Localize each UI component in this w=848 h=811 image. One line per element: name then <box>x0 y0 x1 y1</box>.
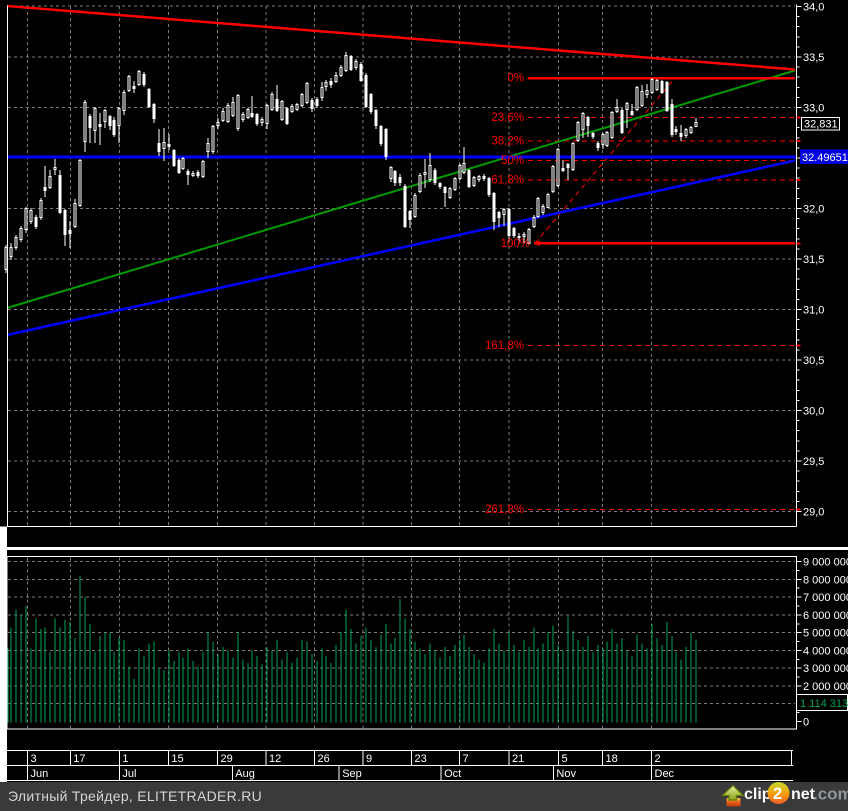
svg-text:Sep: Sep <box>342 768 362 780</box>
svg-text:29,0: 29,0 <box>803 507 824 519</box>
svg-text:29: 29 <box>221 753 233 765</box>
svg-text:15: 15 <box>171 753 183 765</box>
svg-text:1 114 313: 1 114 313 <box>800 698 848 710</box>
svg-text:34,0: 34,0 <box>803 2 824 14</box>
svg-text:100%: 100% <box>501 238 530 250</box>
svg-text:33,0: 33,0 <box>803 103 824 115</box>
svg-text:Jul: Jul <box>122 768 136 780</box>
svg-text:Dec: Dec <box>655 768 675 780</box>
svg-text:2: 2 <box>773 785 782 803</box>
svg-text:net: net <box>791 786 816 803</box>
svg-text:2: 2 <box>655 753 661 765</box>
svg-text:12: 12 <box>269 753 281 765</box>
svg-text:5: 5 <box>562 753 568 765</box>
svg-text:Aug: Aug <box>235 768 255 780</box>
svg-text:3: 3 <box>31 753 37 765</box>
svg-text:clip: clip <box>744 786 772 803</box>
svg-text:31,5: 31,5 <box>803 254 824 266</box>
svg-text:33,5: 33,5 <box>803 52 824 64</box>
svg-text:1: 1 <box>122 753 128 765</box>
svg-text:32,831: 32,831 <box>804 119 838 131</box>
svg-text:Oct: Oct <box>444 768 461 780</box>
svg-text:18: 18 <box>606 753 618 765</box>
svg-text:Элитный Трейдер, ELITETRADER.R: Элитный Трейдер, ELITETRADER.RU <box>8 788 262 804</box>
svg-text:32.49651: 32.49651 <box>802 152 848 164</box>
svg-text:3 000 000: 3 000 000 <box>803 663 848 675</box>
svg-text:17: 17 <box>73 753 85 765</box>
svg-text:Nov: Nov <box>556 768 576 780</box>
svg-text:50%: 50% <box>501 155 524 167</box>
svg-text:32,0: 32,0 <box>803 204 824 216</box>
svg-text:0%: 0% <box>507 73 524 85</box>
svg-text:5 000 000: 5 000 000 <box>803 628 848 640</box>
svg-text:8 000 000: 8 000 000 <box>803 574 848 586</box>
svg-text:30,5: 30,5 <box>803 355 824 367</box>
svg-text:4 000 000: 4 000 000 <box>803 645 848 657</box>
svg-text:26: 26 <box>318 753 330 765</box>
svg-text:38,2%: 38,2% <box>491 136 524 148</box>
svg-text:30,0: 30,0 <box>803 406 824 418</box>
svg-text:9 000 000: 9 000 000 <box>803 557 848 569</box>
svg-text:Jun: Jun <box>31 768 49 780</box>
svg-text:23,6%: 23,6% <box>491 112 524 124</box>
svg-text:.com: .com <box>813 785 848 804</box>
svg-text:61,8%: 61,8% <box>491 174 524 186</box>
svg-text:6 000 000: 6 000 000 <box>803 610 848 622</box>
svg-text:23: 23 <box>415 753 427 765</box>
svg-text:161,8%: 161,8% <box>485 340 524 352</box>
svg-text:0: 0 <box>803 717 809 729</box>
svg-text:29,5: 29,5 <box>803 456 824 468</box>
svg-text:31,0: 31,0 <box>803 305 824 317</box>
svg-text:7: 7 <box>463 753 469 765</box>
svg-text:7 000 000: 7 000 000 <box>803 592 848 604</box>
svg-text:261,8%: 261,8% <box>485 504 524 516</box>
svg-text:21: 21 <box>512 753 524 765</box>
svg-text:2 000 000: 2 000 000 <box>803 681 848 693</box>
svg-text:9: 9 <box>366 753 372 765</box>
